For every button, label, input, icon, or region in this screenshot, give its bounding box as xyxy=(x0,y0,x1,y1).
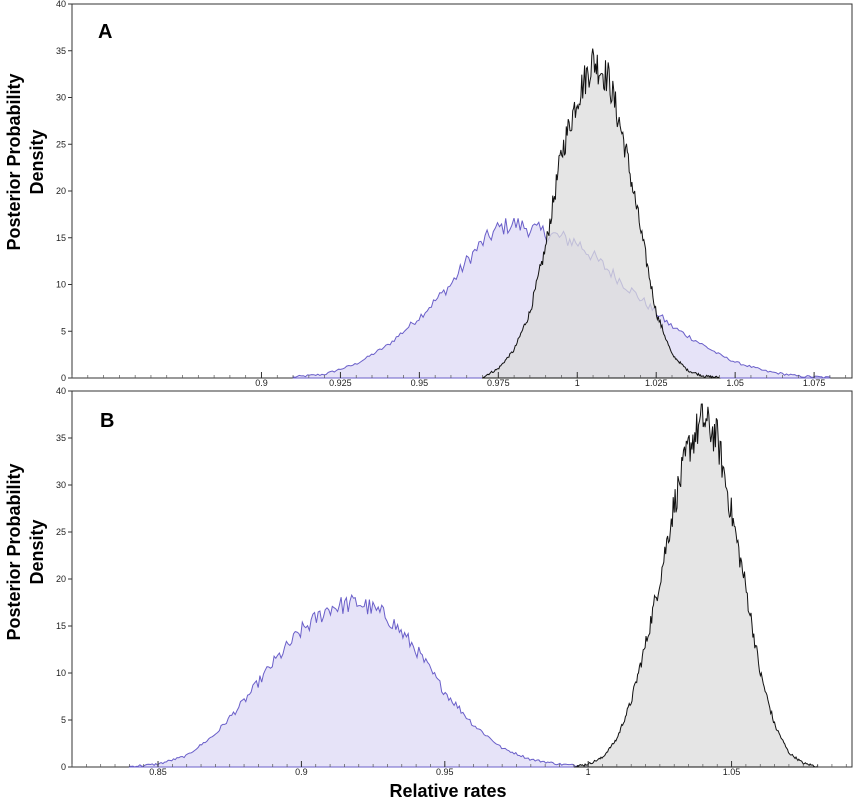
panel-a-x-ticks: 0.9 0.925 0.95 0.975 1 1.025 1.05 1.075 xyxy=(71,372,847,388)
x-tick-label: 0.85 xyxy=(149,767,167,777)
panel-b: 0 5 10 15 20 25 30 35 40 0.85 0.9 0.95 1 1.05 B Post… xyxy=(4,386,853,777)
panel-a-marks xyxy=(292,48,831,379)
x-tick-label: 0.975 xyxy=(487,378,510,388)
x-tick-label: 0.95 xyxy=(436,767,454,777)
y-tick-label: 35 xyxy=(56,46,66,56)
y-tick-label: 15 xyxy=(56,621,66,631)
y-tick-label: 20 xyxy=(56,186,66,196)
y-tick-label: 15 xyxy=(56,233,66,243)
y-tick-label: 5 xyxy=(61,715,66,725)
panel-b-label: B xyxy=(100,410,114,432)
y-tick-label: 10 xyxy=(56,668,66,678)
y-tick-label: 40 xyxy=(56,0,66,9)
y-tick-label: 25 xyxy=(56,527,66,537)
y-tick-label: 0 xyxy=(61,762,66,772)
x-tick-label: 0.9 xyxy=(255,378,268,388)
y-tick-label: 25 xyxy=(56,139,66,149)
series-2-area xyxy=(482,48,721,379)
x-axis-title: Relative rates xyxy=(389,781,506,800)
panel-a-ylabel-line2: Density xyxy=(27,129,47,194)
panel-b-marks xyxy=(128,403,819,768)
y-tick-label: 30 xyxy=(56,480,66,490)
y-tick-label: 35 xyxy=(56,433,66,443)
panel-b-x-ticks: 0.85 0.9 0.95 1 1.05 xyxy=(71,761,847,777)
x-tick-label: 0.95 xyxy=(411,378,429,388)
series-1-area xyxy=(128,593,589,768)
panel-a-y-ticks: 0 5 10 15 20 25 30 35 40 xyxy=(56,0,72,383)
panel-a-ylabel-line1: Posterior Probability xyxy=(4,73,24,250)
panel-b-ylabel-line2: Density xyxy=(27,519,47,584)
panel-b-y-ticks: 0 5 10 15 20 25 30 35 40 xyxy=(56,386,72,772)
y-tick-label: 40 xyxy=(56,386,66,396)
x-tick-label: 1 xyxy=(575,378,580,388)
y-tick-label: 5 xyxy=(61,326,66,336)
y-tick-label: 20 xyxy=(56,574,66,584)
y-tick-label: 0 xyxy=(61,373,66,383)
x-tick-label: 1.05 xyxy=(723,767,741,777)
x-tick-label: 1 xyxy=(586,767,591,777)
y-tick-label: 10 xyxy=(56,280,66,290)
x-tick-label: 0.9 xyxy=(295,767,308,777)
x-tick-label: 0.925 xyxy=(329,378,352,388)
y-tick-label: 30 xyxy=(56,93,66,103)
x-tick-label: 1.075 xyxy=(803,378,826,388)
x-tick-label: 1.05 xyxy=(726,378,744,388)
series-2-area xyxy=(573,403,819,768)
panel-a: 0 5 10 15 20 25 30 35 40 0.9 0.925 0.95 0.975 1 1.025… xyxy=(4,0,853,388)
panel-a-label: A xyxy=(98,21,112,43)
x-tick-label: 1.025 xyxy=(645,378,668,388)
panel-b-ylabel-line1: Posterior Probability xyxy=(4,463,24,640)
